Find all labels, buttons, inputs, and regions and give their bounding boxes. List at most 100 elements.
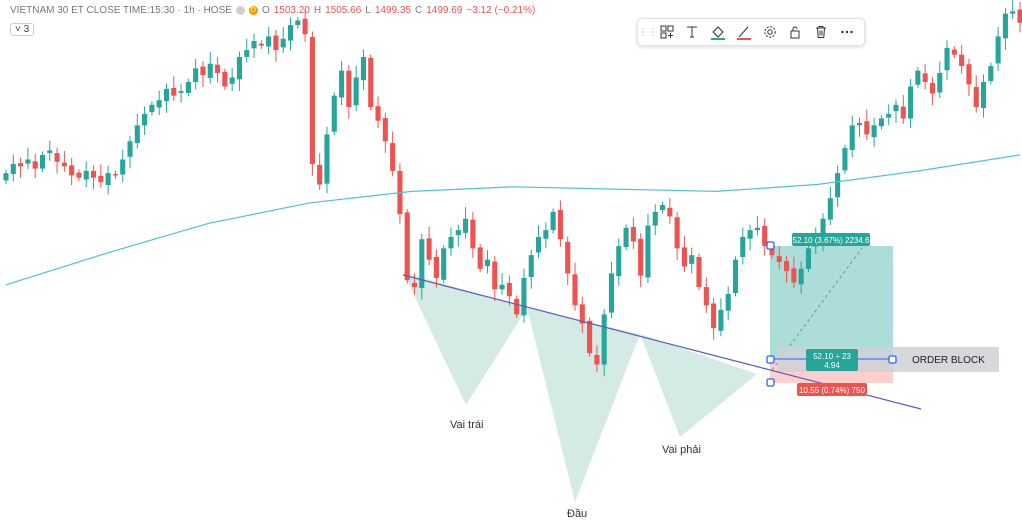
candle-body xyxy=(616,246,622,277)
candle-body xyxy=(163,88,170,102)
candle-body xyxy=(980,82,987,108)
candle-body xyxy=(681,247,687,267)
candle-body xyxy=(193,68,199,83)
open-value: 1503.20 xyxy=(273,5,310,16)
candle-body xyxy=(623,227,629,247)
candle-body xyxy=(506,282,512,297)
candle-body xyxy=(754,227,760,231)
more-icon[interactable] xyxy=(837,22,857,42)
candle-body xyxy=(732,259,739,293)
candle-body xyxy=(222,71,228,87)
entry-label-line2: 4.94 xyxy=(824,361,840,370)
candle-body xyxy=(805,248,811,269)
candle-body xyxy=(331,95,337,132)
candle-body xyxy=(339,70,345,98)
candle-body xyxy=(411,282,418,288)
candle-body xyxy=(696,256,702,288)
indicators-collapse-button[interactable]: ˅ 3 xyxy=(10,23,35,36)
candle-body xyxy=(572,274,578,306)
moving-average-line xyxy=(5,154,1021,286)
candle-body xyxy=(492,261,498,290)
candle-body xyxy=(244,50,250,57)
candles-group xyxy=(3,0,1022,377)
candle-body xyxy=(827,198,833,220)
entry-handle[interactable] xyxy=(766,355,775,364)
dividend-badge-icon[interactable]: D xyxy=(248,6,258,15)
candle-body xyxy=(404,212,410,281)
candle-body xyxy=(309,36,315,165)
candle-body xyxy=(207,63,213,78)
candle-body xyxy=(557,210,563,240)
candle-body xyxy=(514,298,520,315)
text-icon[interactable] xyxy=(682,22,702,42)
candle-body xyxy=(463,218,469,233)
candle-body xyxy=(893,104,899,112)
candle-body xyxy=(711,303,717,329)
candle-body xyxy=(499,284,505,290)
status-dot-icon xyxy=(235,6,245,15)
candle-body xyxy=(455,230,461,236)
candle-body xyxy=(54,153,60,162)
right-shoulder-label: Vai phải xyxy=(662,444,701,456)
candle-body xyxy=(390,143,396,171)
entry-label-line1: 52.10 ÷ 23 xyxy=(813,352,851,361)
drawing-toolbar: ⋮⋮ xyxy=(637,18,865,46)
candle-body xyxy=(375,106,381,121)
candle-body xyxy=(178,91,184,93)
open-key: O xyxy=(261,5,270,16)
candle-body xyxy=(769,248,775,256)
candle-body xyxy=(251,41,257,49)
head-label: Đầu xyxy=(567,508,587,520)
candle-body xyxy=(944,47,950,71)
close-value: 1499.69 xyxy=(426,5,463,16)
candle-body xyxy=(915,70,921,85)
chart-legend: VIETNAM 30 ET CLOSE TIME:15:30 · 1h · HO… xyxy=(10,5,535,16)
head-shoulders-pattern xyxy=(403,272,757,502)
candle-body xyxy=(659,205,666,211)
candle-body xyxy=(521,277,527,316)
candle-body xyxy=(835,173,841,198)
right-handle[interactable] xyxy=(888,355,897,364)
fill-color-icon[interactable] xyxy=(708,22,728,42)
symbol-title: VIETNAM 30 ET CLOSE TIME:15:30 · 1h · HO… xyxy=(10,5,232,16)
target-handle[interactable] xyxy=(766,241,775,250)
candle-body xyxy=(324,134,330,184)
trash-icon[interactable] xyxy=(811,22,831,42)
candle-body xyxy=(849,125,855,150)
candle-body xyxy=(229,77,235,84)
change-value: −3.12 (−0.21%) xyxy=(466,5,536,16)
candle-body xyxy=(61,162,67,167)
low-value: 1499.35 xyxy=(374,5,411,16)
candle-body xyxy=(441,248,447,280)
candle-body xyxy=(776,256,782,262)
grip-icon[interactable]: ⋮⋮ xyxy=(637,26,658,38)
candle-body xyxy=(39,154,46,169)
candle-body xyxy=(477,247,483,269)
candle-body xyxy=(317,164,323,185)
stop-handle[interactable] xyxy=(766,378,775,387)
candle-body xyxy=(630,226,636,242)
candle-body xyxy=(922,73,928,83)
line-color-icon[interactable] xyxy=(734,22,754,42)
candle-body xyxy=(18,163,24,167)
candle-body xyxy=(594,354,600,365)
high-value: 1505.66 xyxy=(325,5,362,16)
lock-icon[interactable] xyxy=(785,22,805,42)
candle-body xyxy=(215,64,221,73)
candle-body xyxy=(842,148,848,171)
candle-body xyxy=(156,100,162,108)
settings-icon[interactable] xyxy=(760,22,780,42)
candle-body xyxy=(302,18,308,35)
candle-body xyxy=(258,43,264,46)
candle-body xyxy=(25,159,31,164)
candle-body xyxy=(652,211,658,226)
candle-body xyxy=(864,121,870,135)
template-icon[interactable] xyxy=(657,22,677,42)
target-label: 52.10 (3.67%) 2234.6 xyxy=(793,236,870,245)
candle-body xyxy=(973,87,979,108)
candle-body xyxy=(929,82,936,94)
candle-body xyxy=(280,38,286,48)
candle-body xyxy=(645,225,651,278)
long-position-tool[interactable] xyxy=(770,246,893,383)
